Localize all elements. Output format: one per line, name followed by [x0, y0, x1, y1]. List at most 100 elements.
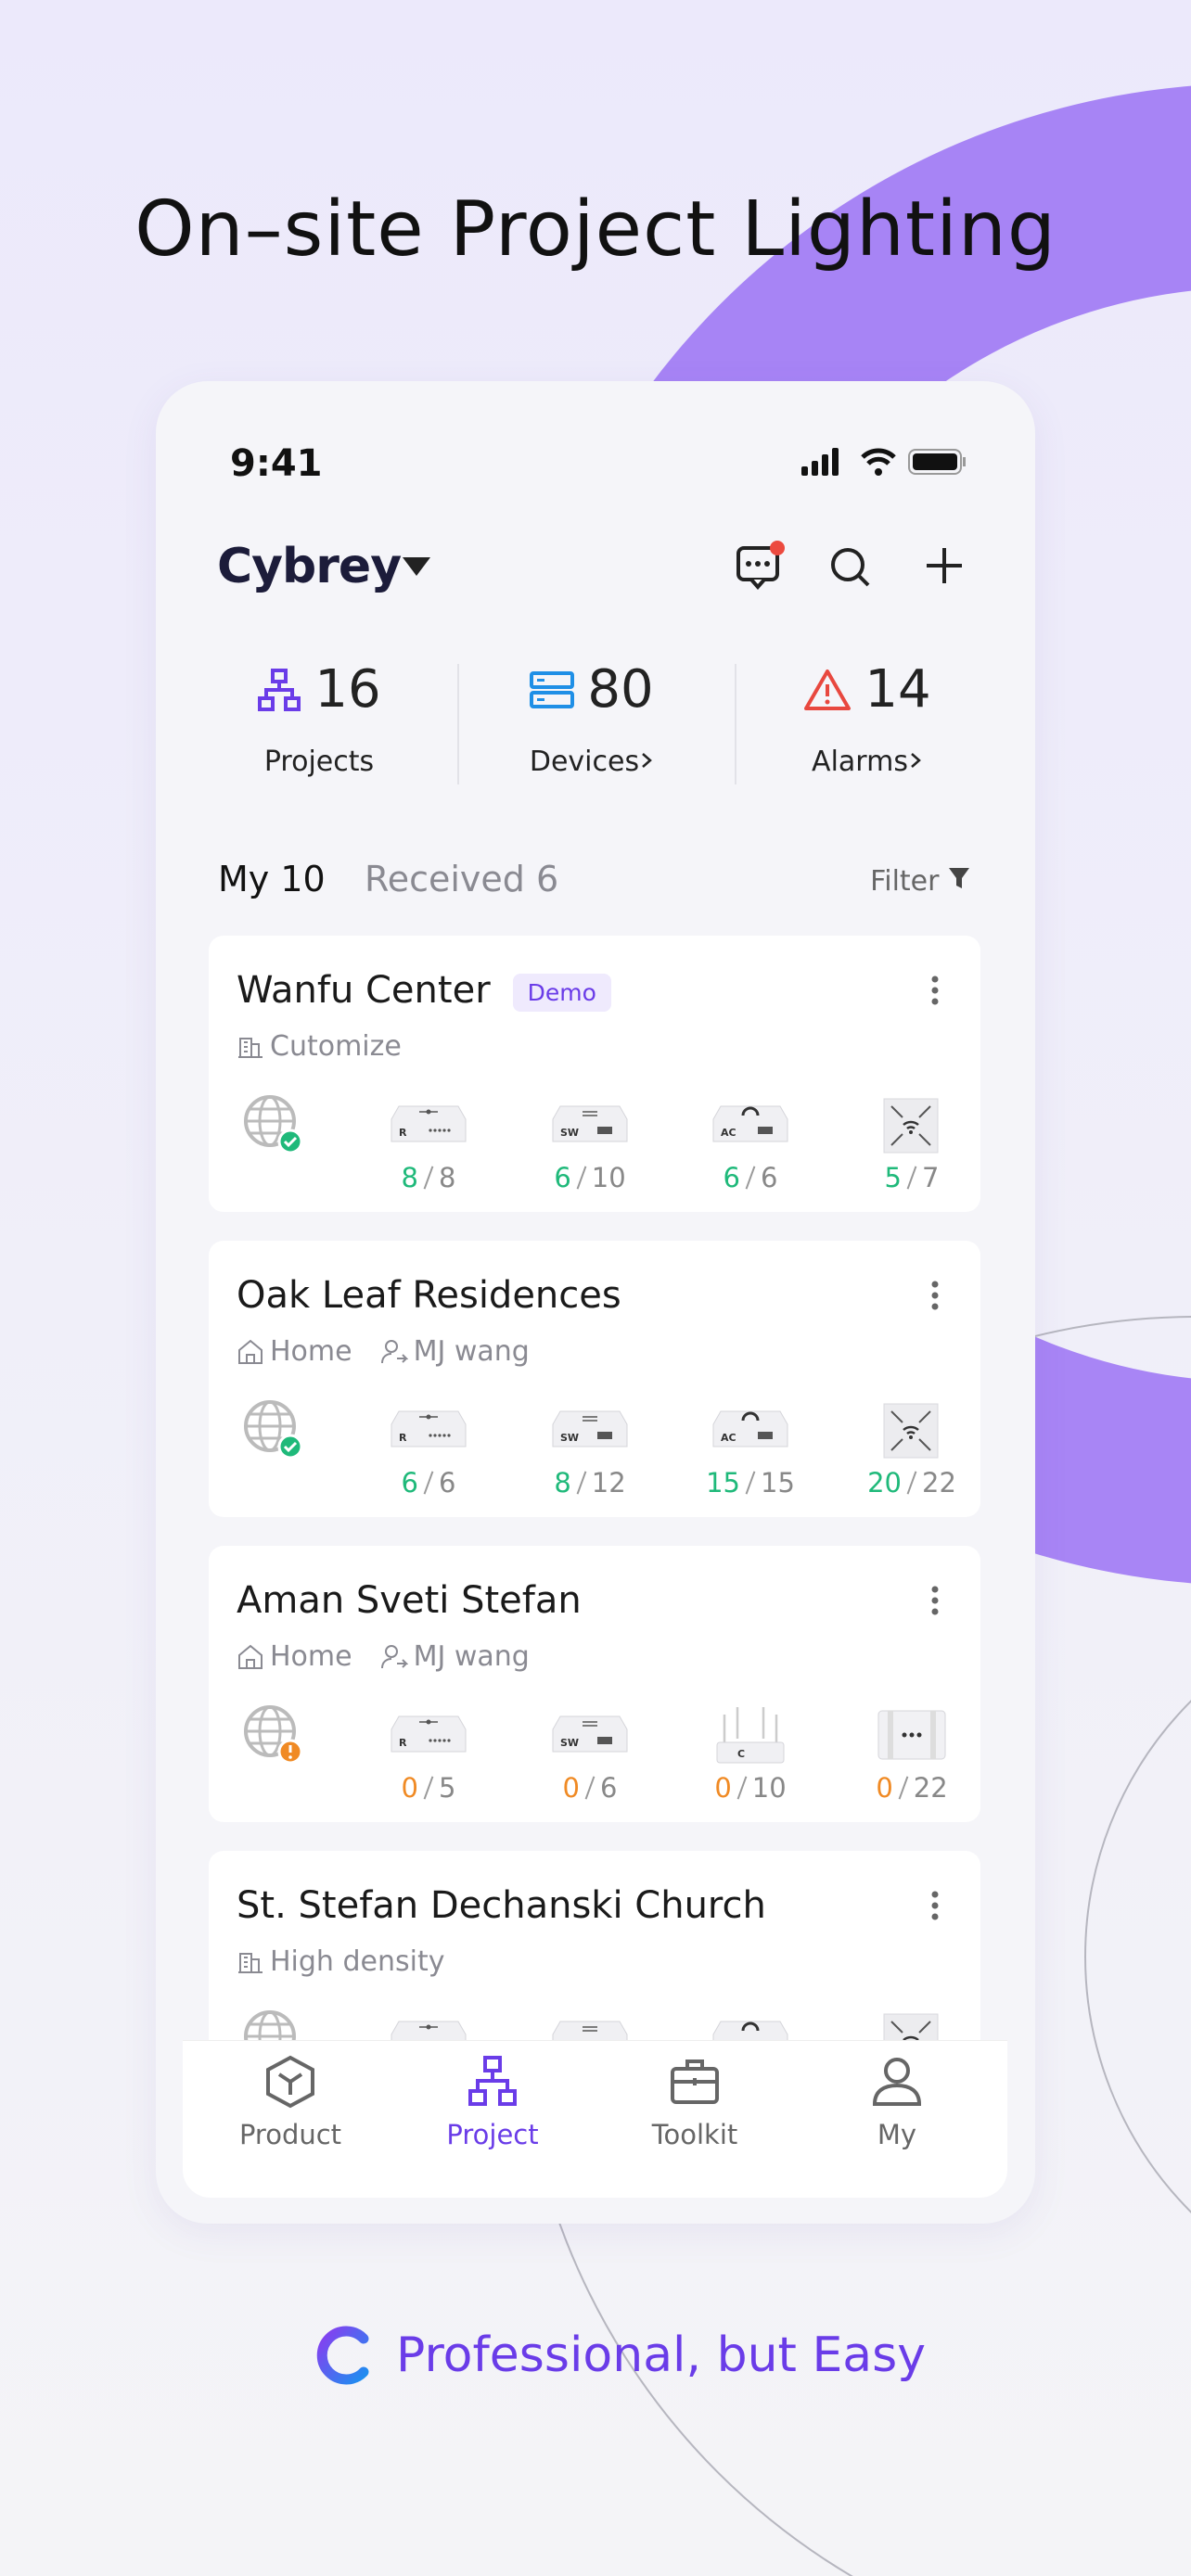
- stat-alarms[interactable]: 14 Alarms: [733, 659, 1002, 778]
- total-count: 15: [761, 1467, 795, 1498]
- tab-bar-item[interactable]: Product: [198, 2054, 383, 2150]
- chevron: [642, 753, 653, 768]
- total-count: 6: [761, 1162, 778, 1193]
- tab-mine[interactable]: My 10: [218, 859, 326, 899]
- project-card[interactable]: St. Stefan Dechanski Church High density: [209, 1851, 980, 2040]
- phone: 9:41 Cybrey 16 Projects 80 Devices 14 Alarm…: [156, 381, 1035, 2224]
- stat-value: 80: [587, 659, 654, 720]
- device-group: SW 8 12: [525, 1396, 655, 1498]
- globe-icon: [244, 1400, 303, 1460]
- count-separator: [576, 1471, 587, 1495]
- device-icon: [883, 1098, 939, 1154]
- online-count: 6: [554, 1162, 571, 1193]
- meta-item: High density: [237, 1945, 444, 1978]
- project-title-row: Wanfu Center Demo: [237, 969, 611, 1012]
- header-actions[interactable]: [735, 539, 1013, 594]
- stat-label-text: Alarms: [812, 746, 908, 778]
- tab-bar-item[interactable]: Toolkit: [602, 2054, 788, 2150]
- project-title-row: Oak Leaf Residences: [237, 1274, 621, 1317]
- device-icon: [552, 2021, 628, 2040]
- device-group: [685, 2007, 815, 2040]
- tab-bar: Product Project Toolkit My: [183, 2040, 1007, 2198]
- more-menu[interactable]: [930, 1585, 940, 1616]
- count-separator: [745, 1166, 756, 1190]
- device-label: R: [399, 1432, 407, 1444]
- count-separator: [906, 1471, 917, 1495]
- filter[interactable]: Filter: [870, 865, 970, 898]
- project-meta: Home MJ wang: [237, 1335, 530, 1368]
- dropdown-icon[interactable]: [403, 557, 430, 578]
- device-icon: SW: [552, 1105, 628, 1142]
- device-label: AC: [721, 1432, 736, 1444]
- stat-icon: [804, 669, 852, 710]
- meta-item: Home: [237, 1335, 352, 1368]
- total-count: 12: [591, 1467, 626, 1498]
- device-icon: SW: [552, 1410, 628, 1447]
- total-count: 22: [922, 1467, 956, 1498]
- tab-bar-label: Product: [238, 2119, 342, 2150]
- more-menu[interactable]: [930, 1890, 940, 1921]
- stat-devices[interactable]: 80 Devices: [457, 659, 726, 778]
- project-card[interactable]: Aman Sveti Stefan Home MJ wang R 0 5 SW 0 6 C 0 10 0…: [209, 1546, 980, 1822]
- meta-icon: [238, 1644, 263, 1669]
- device-icon: SW: [552, 1715, 628, 1753]
- globe-icon: [244, 1705, 303, 1765]
- total-count: 22: [913, 1772, 948, 1804]
- device-group: SW 0 6: [525, 1702, 655, 1804]
- project-card[interactable]: Wanfu Center Demo Cutomize R 8 8 SW 6 10 AC 6 6 5 7: [209, 936, 980, 1212]
- device-label: SW: [560, 1127, 579, 1139]
- device-count: 0 10: [685, 1772, 815, 1804]
- more-menu[interactable]: [930, 1280, 940, 1311]
- tab-bar-item[interactable]: My: [804, 2054, 990, 2150]
- online-count: 8: [554, 1467, 571, 1498]
- filter-icon: [949, 868, 969, 888]
- tab-count: 6: [536, 859, 559, 899]
- device-label: R: [399, 1737, 407, 1749]
- online-count: 0: [401, 1772, 418, 1804]
- total-count: 7: [922, 1162, 940, 1193]
- online-count: 0: [562, 1772, 580, 1804]
- tab-received[interactable]: Received 6: [365, 859, 558, 899]
- project-card[interactable]: Oak Leaf Residences Home MJ wang R 6 6 SW 8 12 AC…: [209, 1241, 980, 1517]
- more-menu[interactable]: [930, 975, 940, 1006]
- logo[interactable]: Cybrey: [217, 539, 402, 594]
- total-count: 8: [439, 1162, 456, 1193]
- device-count: 8 12: [525, 1467, 655, 1498]
- meta-item: Cutomize: [237, 1030, 402, 1063]
- device-icon: [877, 1710, 946, 1760]
- project-meta: Home MJ wang: [237, 1640, 530, 1673]
- online-count: 5: [884, 1162, 902, 1193]
- tagline: Professional, but Easy: [396, 2327, 927, 2383]
- tab-bar-label: My: [877, 2119, 917, 2150]
- filter-label: Filter: [870, 865, 940, 898]
- stat-label: Devices: [457, 746, 726, 778]
- project-list: Wanfu Center Demo Cutomize R 8 8 SW 6 10 AC 6 6 5 7 Oa…: [209, 936, 980, 2040]
- device-icon: R: [391, 1715, 467, 1753]
- tab-bar-item[interactable]: Project: [400, 2054, 585, 2150]
- tab-bar-label: Project: [446, 2119, 539, 2150]
- count-separator: [423, 1471, 434, 1495]
- tab-bar-label: Toolkit: [651, 2119, 738, 2150]
- divider: [735, 664, 736, 784]
- tab-label: Received: [365, 859, 525, 899]
- device-icon: AC: [712, 1105, 788, 1142]
- online-count: 8: [401, 1162, 418, 1193]
- meta-text: Cutomize: [270, 1030, 402, 1063]
- clock: 9:41: [230, 442, 323, 485]
- total-count: 6: [439, 1467, 456, 1498]
- total-count: 10: [591, 1162, 626, 1193]
- device-label: C: [737, 1748, 745, 1760]
- count-separator: [736, 1776, 748, 1800]
- online-count: 0: [714, 1772, 732, 1804]
- device-label: R: [399, 1127, 407, 1139]
- network-status: [210, 2007, 339, 2040]
- total-count: 10: [751, 1772, 787, 1804]
- device-group: [364, 2007, 493, 2040]
